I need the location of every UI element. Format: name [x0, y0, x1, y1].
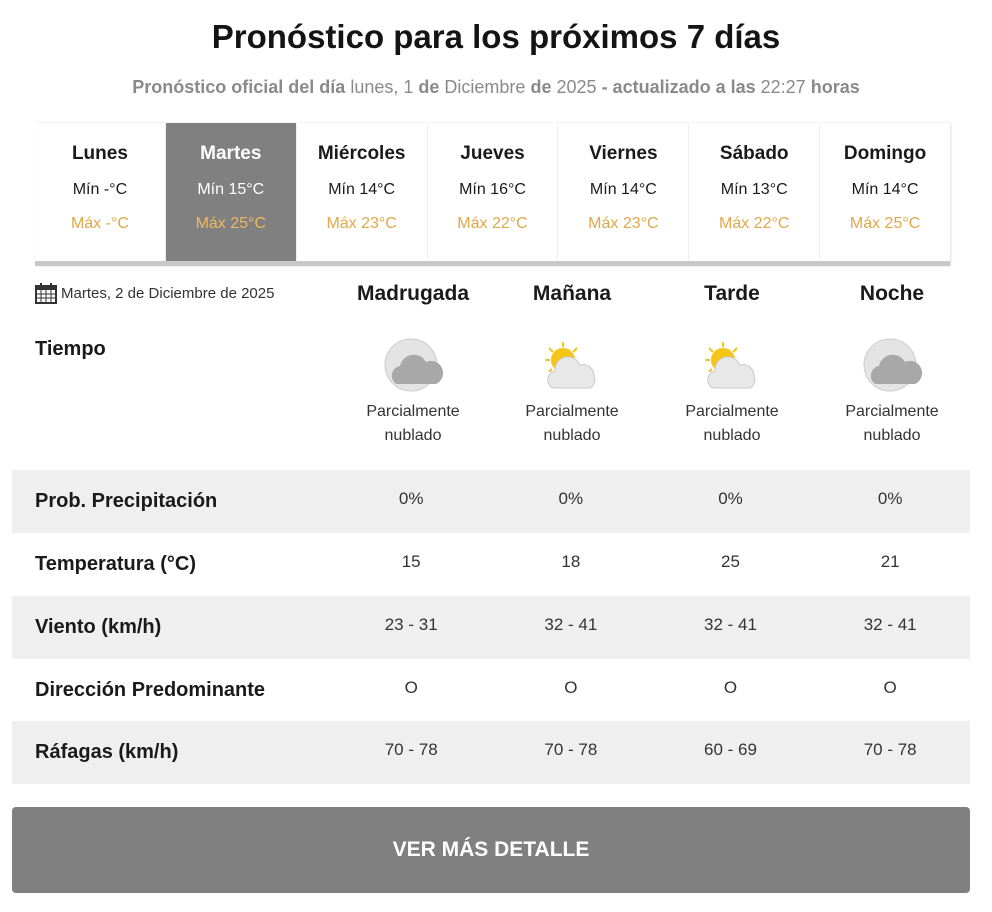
- day-min: Mín -°C: [72, 181, 128, 198]
- moon-cloud-icon: [384, 338, 444, 392]
- row-label: Viento (km/h): [35, 616, 162, 638]
- subtitle-day: lunes, 1: [350, 77, 414, 97]
- calendar-icon: [35, 283, 57, 304]
- weather-text: Parcialmente: [685, 403, 779, 420]
- day-min: Mín 14°C: [328, 181, 396, 198]
- page-subtitle: Pronóstico oficial del día lunes, 1 de D…: [0, 77, 992, 98]
- table-row-gusts: Ráfagas (km/h) 70 - 78 70 - 78 60 - 69 70 -…: [12, 721, 970, 784]
- row-label: Dirección Predominante: [35, 679, 266, 701]
- subtitle-text: de: [418, 77, 440, 97]
- row-value: 15: [401, 551, 421, 571]
- day-max: Máx 22°C: [457, 215, 528, 232]
- day-tabs: Lunes Mín -°C Máx -°C Martes Mín 15°C Máx 25…: [35, 123, 950, 266]
- tab-miercoles[interactable]: Miércoles Mín 14°C Máx 23°C: [297, 123, 428, 261]
- tab-lunes[interactable]: Lunes Mín -°C Máx -°C: [35, 123, 166, 261]
- row-value: 32 - 41: [544, 614, 598, 634]
- day-name: Sábado: [719, 143, 789, 164]
- day-name: Domingo: [843, 143, 927, 164]
- row-value: 0%: [398, 488, 424, 508]
- tab-domingo[interactable]: Domingo Mín 14°C Máx 25°C: [820, 123, 950, 261]
- period-header: Mañana: [532, 282, 612, 305]
- day-name: Jueves: [460, 143, 525, 164]
- table-row-wind: Viento (km/h) 23 - 31 32 - 41 32 - 41 32 - …: [12, 596, 970, 659]
- day-min: Mín 14°C: [851, 181, 919, 198]
- row-value: 32 - 41: [863, 614, 917, 634]
- day-min: Mín 14°C: [589, 181, 657, 198]
- row-value: 60 - 69: [704, 739, 757, 759]
- selected-date: Martes, 2 de Diciembre de 2025: [35, 282, 274, 304]
- row-value: O: [883, 677, 897, 697]
- day-max: Máx 23°C: [326, 215, 397, 232]
- row-value: O: [404, 677, 418, 697]
- table-row-precipitation: Prob. Precipitación 0% 0% 0% 0%: [12, 470, 970, 533]
- page-title: Pronóstico para los próximos 7 días: [211, 18, 781, 55]
- day-max: Máx 22°C: [719, 215, 790, 232]
- row-value: 23 - 31: [384, 614, 438, 634]
- period-header: Tarde: [704, 282, 760, 305]
- period-header: Noche: [859, 282, 925, 305]
- weather-text: Parcialmente: [845, 403, 939, 420]
- day-max: Máx 25°C: [849, 215, 921, 232]
- date-text: Martes, 2 de Diciembre de 2025: [61, 284, 275, 302]
- row-value: 0%: [718, 488, 743, 508]
- row-value: O: [723, 677, 738, 697]
- moon-cloud-icon: [863, 338, 923, 392]
- row-value: 25: [721, 551, 740, 571]
- row-value: 0%: [558, 488, 584, 508]
- day-name: Lunes: [71, 143, 128, 164]
- row-value: O: [564, 677, 578, 697]
- weather-text: nublado: [384, 427, 442, 444]
- tiempo-label: Tiempo: [35, 338, 106, 360]
- sun-cloud-icon: [705, 342, 756, 389]
- weather-cell: Parcialmente nublado: [652, 338, 812, 448]
- day-name: Miércoles: [317, 143, 406, 164]
- day-name: Viernes: [589, 143, 658, 164]
- day-min: Mín 15°C: [197, 181, 265, 198]
- subtitle-month: Diciembre: [444, 77, 526, 97]
- row-label: Temperatura (°C): [35, 553, 196, 575]
- subtitle-text: horas: [810, 77, 860, 97]
- period-header: Madrugada: [356, 282, 469, 305]
- weather-text: Parcialmente: [366, 403, 460, 420]
- weather-cell: Parcialmente nublado: [492, 338, 652, 448]
- tab-martes[interactable]: Martes Mín 15°C Máx 25°C: [165, 123, 297, 261]
- tab-jueves[interactable]: Jueves Mín 16°C Máx 22°C: [428, 123, 559, 261]
- table-row-temperature: Temperatura (°C) 15 18 25 21: [12, 533, 970, 596]
- weather-text: nublado: [863, 427, 921, 444]
- weather-text: Parcialmente: [525, 403, 619, 420]
- subtitle-text: - actualizado a las: [601, 77, 756, 97]
- day-max: Máx -°C: [70, 215, 129, 232]
- weather-cell: Parcialmente nublado: [333, 338, 493, 448]
- row-value: 70 - 78: [544, 739, 598, 759]
- day-max: Máx 25°C: [195, 215, 266, 232]
- weather-cell: Parcialmente nublado: [812, 338, 972, 448]
- day-min: Mín 13°C: [720, 181, 788, 198]
- sun-cloud-icon: [545, 342, 596, 389]
- tab-viernes[interactable]: Viernes Mín 14°C Máx 23°C: [558, 123, 690, 261]
- row-value: 32 - 41: [704, 614, 757, 634]
- row-label: Prob. Precipitación: [35, 490, 218, 512]
- row-value: 0%: [877, 488, 903, 508]
- row-value: 70 - 78: [863, 739, 917, 759]
- weather-text: nublado: [543, 427, 601, 444]
- row-value: 21: [880, 551, 900, 571]
- row-label: Ráfagas (km/h): [35, 741, 179, 763]
- day-min: Mín 16°C: [459, 181, 526, 198]
- table-row-direction: Dirección Predominante O O O O: [12, 659, 970, 722]
- ver-mas-detalle-button[interactable]: VER MÁS DETALLE: [12, 807, 970, 893]
- weather-text: nublado: [703, 427, 761, 444]
- row-value: 70 - 78: [384, 739, 438, 759]
- subtitle-text: Pronóstico oficial del día: [132, 77, 346, 97]
- day-name: Martes: [200, 143, 262, 164]
- day-max: Máx 23°C: [588, 215, 659, 232]
- subtitle-time: 22:27: [760, 77, 806, 97]
- tab-sabado[interactable]: Sábado Mín 13°C Máx 22°C: [689, 123, 821, 261]
- subtitle-text: de: [530, 77, 552, 97]
- subtitle-year: 2025: [556, 77, 597, 97]
- row-value: 18: [561, 551, 581, 571]
